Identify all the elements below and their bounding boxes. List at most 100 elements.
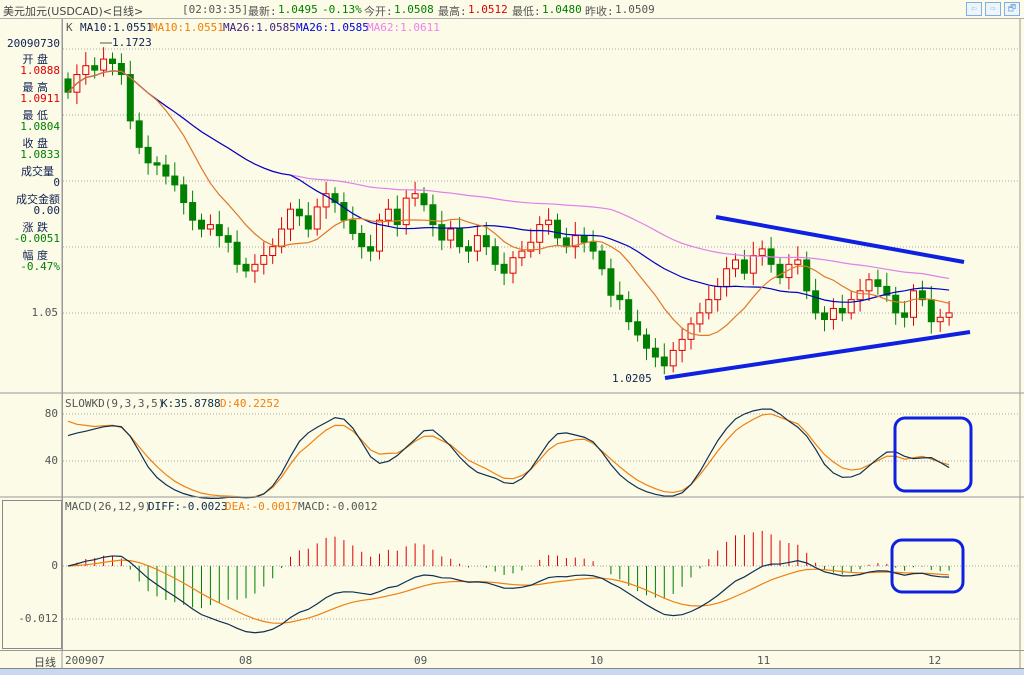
high-label: 最高:: [438, 5, 467, 18]
candle-body: [776, 263, 784, 279]
legend-ma10-alt: MA10:1.0551: [151, 21, 224, 34]
macd-dea-line: [67, 559, 950, 624]
macd-diff-value: DIFF:-0.0023: [148, 500, 228, 513]
candle-body: [367, 246, 375, 252]
candle-body: [874, 279, 882, 287]
candle-body: [562, 237, 570, 248]
candle-body: [206, 224, 214, 230]
open-value: 1.0508: [394, 3, 434, 16]
candle-body: [545, 219, 553, 226]
candle-body: [473, 235, 481, 252]
ma26-line: [67, 70, 950, 303]
info-volume-label: 成交量: [21, 165, 54, 178]
candle-body: [482, 235, 490, 248]
info-open-label: 开 盘: [22, 53, 49, 66]
candle-body: [189, 202, 197, 221]
candle-body: [269, 246, 277, 257]
candle-body: [678, 338, 686, 351]
info-high: 1.0911: [20, 92, 60, 105]
candle-body: [705, 299, 713, 314]
candle-body: [936, 316, 944, 323]
legend-ma26: MA26:1.0585: [223, 21, 296, 34]
candle-body: [447, 228, 455, 241]
info-amount-label: 成交金额: [16, 193, 60, 206]
info-low: 1.0804: [20, 120, 60, 133]
candle-body: [740, 259, 748, 274]
candle-body: [491, 246, 499, 265]
x-tick: 11: [757, 654, 771, 667]
candle-body: [456, 228, 464, 248]
candle-body: [660, 356, 668, 367]
max-price-label: 1.1723: [112, 36, 152, 49]
legend-k: K: [66, 21, 73, 34]
period-label: 日线: [34, 656, 56, 669]
candle-body: [856, 290, 864, 301]
kd-tick-40: 40: [44, 454, 58, 467]
legend-ma10: MA10:1.0551: [80, 21, 153, 34]
restore-window-icon[interactable]: 🗗: [1004, 2, 1020, 16]
x-tick: 200907: [65, 654, 105, 667]
x-axis: 日线 200907 08 09 10 11 12: [0, 650, 1024, 669]
candle-body: [803, 259, 811, 292]
candle-body: [126, 74, 134, 122]
candle-body: [554, 219, 561, 239]
min-price-label: 1.0205: [612, 372, 652, 385]
candle-body: [518, 250, 526, 259]
candle-body: [180, 184, 188, 204]
low-label: 最低:: [512, 5, 541, 18]
forward-arrow-icon[interactable]: ⇨: [985, 2, 1001, 16]
info-change-label: 涨 跌: [22, 221, 49, 234]
candle-body: [527, 241, 535, 252]
lower-trendline: [664, 330, 971, 380]
kd-d-value: D:40.2252: [220, 397, 280, 410]
candle-body: [865, 279, 873, 292]
candle-body: [251, 263, 259, 272]
kd-highlight-box: [893, 416, 973, 493]
latest-value: 1.0495: [278, 3, 318, 16]
macd-name: MACD(26,12,9): [65, 500, 152, 513]
candle-body: [100, 58, 108, 71]
candle-body: [669, 349, 677, 367]
candle-body: [153, 162, 161, 166]
candle-body: [945, 312, 953, 318]
candle-body: [393, 208, 401, 226]
candle-body: [883, 285, 891, 296]
candle-body: [287, 208, 294, 230]
candle-body: [117, 63, 125, 76]
kd-tick-80: 80: [44, 407, 58, 420]
candle-body: [714, 285, 722, 301]
candle-body: [732, 259, 739, 270]
candle-body: [927, 299, 935, 323]
candle-body: [171, 175, 179, 186]
upper-trendline: [715, 215, 965, 264]
candle-body: [384, 208, 392, 221]
candle-body: [331, 193, 339, 204]
candle-body: [242, 263, 250, 272]
quote-time: [02:03:35]: [182, 3, 249, 16]
candle-body: [358, 232, 366, 248]
candle-body: [278, 228, 286, 248]
info-close-label: 收 盘: [22, 137, 49, 150]
legend-ma62: MA62:1.0611: [367, 21, 440, 34]
info-date: 20090730: [7, 37, 60, 50]
prev-label: 昨收:: [585, 5, 614, 18]
status-bar: [0, 668, 1024, 675]
candle-body: [536, 224, 544, 243]
candle-body: [580, 235, 588, 243]
open-label: 今开:: [364, 5, 393, 18]
high-value: 1.0512: [468, 3, 508, 16]
info-low-label: 最 低: [22, 109, 49, 122]
candle-body: [349, 219, 357, 234]
candle-body: [607, 268, 615, 296]
candle-body: [625, 299, 633, 323]
kd-k-line: [67, 408, 950, 500]
candle-body: [794, 259, 802, 265]
candle-body: [295, 208, 303, 217]
candle-body: [901, 312, 909, 318]
info-pct-label: 幅 度: [22, 249, 49, 262]
candle-body: [696, 312, 704, 325]
price-tick: 1.05: [31, 306, 59, 319]
candle-body: [838, 307, 846, 314]
back-arrow-icon[interactable]: ⇦: [966, 2, 982, 16]
